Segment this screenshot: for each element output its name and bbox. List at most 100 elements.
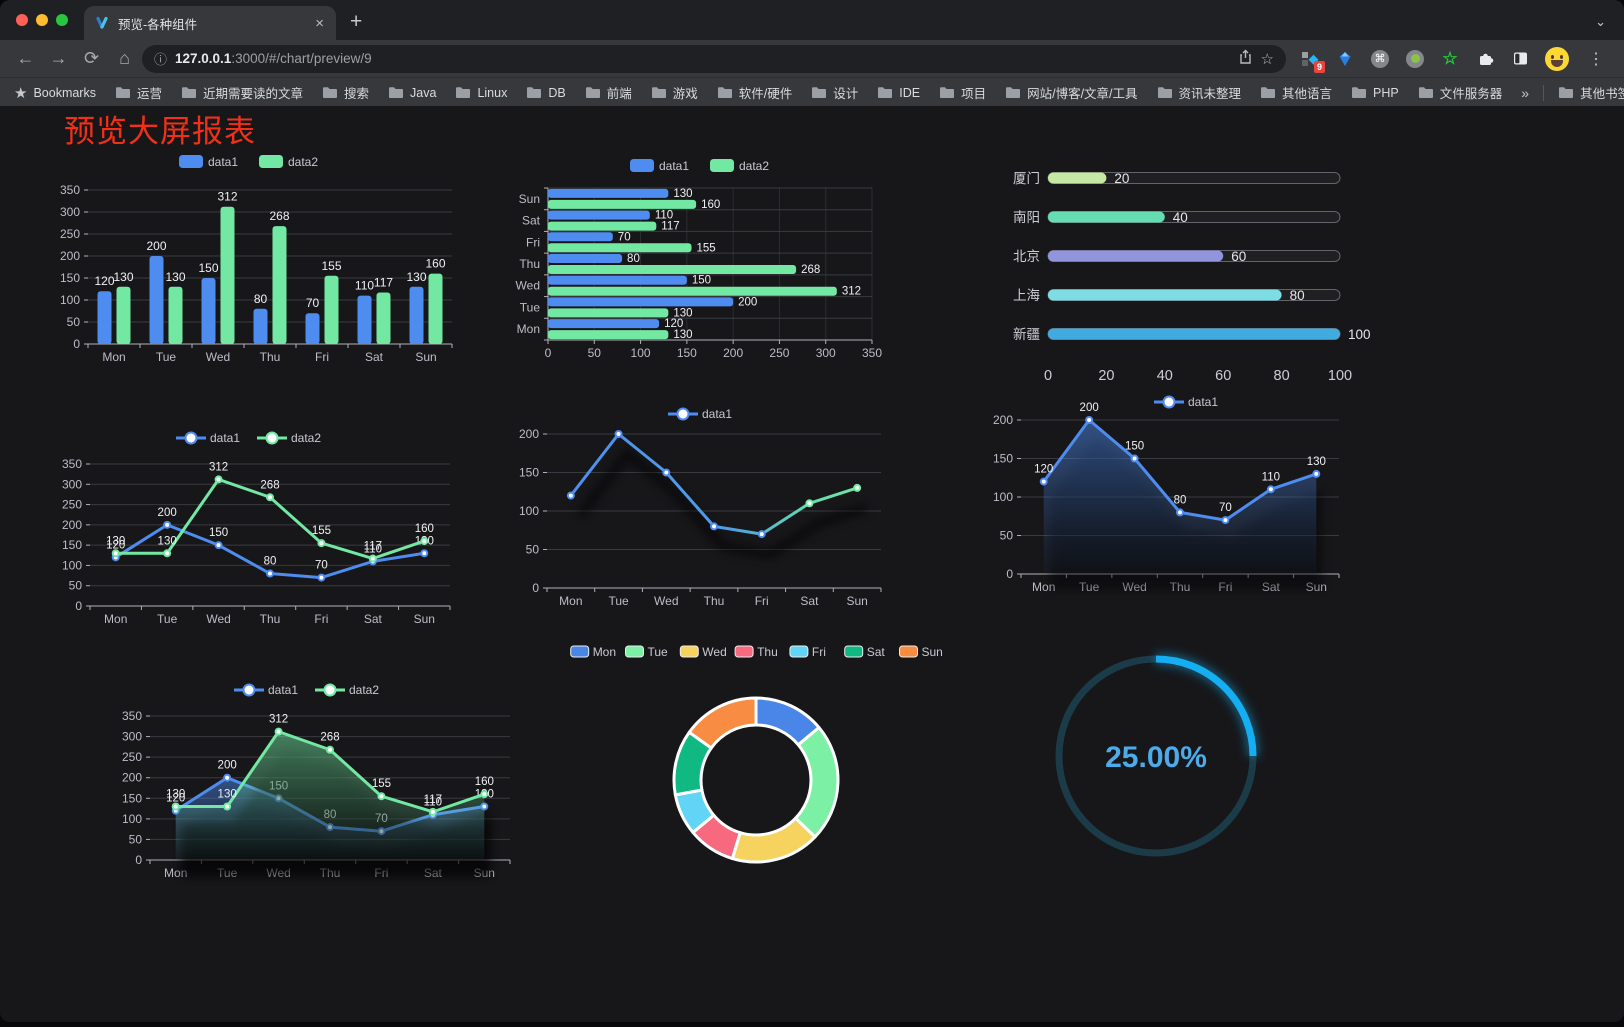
forward-button[interactable]: → <box>49 48 68 68</box>
bookmark-folder[interactable]: 近期需要读的文章 <box>181 83 303 102</box>
svg-text:250: 250 <box>62 498 82 512</box>
svg-text:Wed: Wed <box>516 279 540 293</box>
legend-item[interactable]: data1 <box>176 431 240 445</box>
legend-item[interactable]: data1 <box>179 155 238 169</box>
bookmarks-manager[interactable]: ★ Bookmarks <box>14 84 96 102</box>
sidebar-toggle-icon[interactable] <box>1510 49 1530 69</box>
bar <box>324 275 339 344</box>
bookmark-folder[interactable]: 搜索 <box>322 83 369 102</box>
site-info-icon[interactable]: ⓘ <box>154 52 168 67</box>
menu-icon[interactable]: ⋮ <box>1588 50 1604 68</box>
address-bar[interactable]: ⓘ 127.0.0.1:3000/#/chart/preview/9 ☆ <box>142 44 1286 73</box>
data-point <box>662 468 671 477</box>
ext-puzzle-icon[interactable] <box>1475 49 1495 69</box>
svg-text:155: 155 <box>321 259 341 273</box>
svg-text:100: 100 <box>1328 368 1352 384</box>
svg-text:Mon: Mon <box>593 645 616 659</box>
svg-text:120: 120 <box>106 539 125 551</box>
bookmark-folder[interactable]: DB <box>526 83 566 102</box>
window-close-button[interactable] <box>16 14 28 26</box>
svg-text:Thu: Thu <box>260 350 281 364</box>
svg-text:Wed: Wed <box>206 612 230 626</box>
svg-text:Sat: Sat <box>867 645 886 659</box>
ext-gem-icon[interactable] <box>1335 49 1355 69</box>
svg-text:150: 150 <box>1125 441 1144 453</box>
svg-text:70: 70 <box>306 296 320 310</box>
legend-item[interactable]: data1 <box>234 683 298 697</box>
bookmark-folder[interactable]: 运营 <box>115 83 162 102</box>
bar <box>305 313 320 344</box>
bookmarks-overflow-button[interactable]: » <box>1521 84 1530 101</box>
svg-text:60: 60 <box>1231 249 1246 264</box>
legend-item[interactable]: data2 <box>257 431 321 445</box>
bookmark-folder[interactable]: 项目 <box>939 83 986 102</box>
legend-item[interactable]: data2 <box>315 683 379 697</box>
other-bookmarks-folder[interactable]: 其他书签 <box>1558 83 1624 102</box>
ext-command-icon[interactable]: ⌘ <box>1370 49 1390 69</box>
ext-star-icon[interactable]: ☆ <box>1442 48 1458 68</box>
bookmark-folder[interactable]: 游戏 <box>651 83 698 102</box>
legend-item[interactable]: Fri <box>789 645 826 659</box>
bookmark-star-icon[interactable]: ☆ <box>1260 50 1274 68</box>
bookmark-folder[interactable]: Java <box>388 83 436 102</box>
svg-text:data2: data2 <box>349 683 379 697</box>
svg-text:Mon: Mon <box>104 612 127 626</box>
reload-button[interactable]: ⟳ <box>83 48 100 68</box>
bookmark-folder[interactable]: 前端 <box>585 83 632 102</box>
data-point <box>710 522 718 531</box>
new-tab-button[interactable]: + <box>350 10 363 33</box>
legend-item[interactable]: Thu <box>734 645 778 659</box>
svg-text:Thu: Thu <box>757 645 778 659</box>
browser-tab[interactable]: 预览-各种组件 × <box>84 6 336 40</box>
window-zoom-button[interactable] <box>56 14 68 26</box>
svg-text:100: 100 <box>62 558 82 572</box>
share-icon[interactable] <box>1238 49 1253 69</box>
legend-item[interactable]: Sat <box>844 645 886 659</box>
folder-icon <box>940 87 955 98</box>
back-button[interactable]: ← <box>16 48 35 68</box>
profile-avatar[interactable] <box>1545 46 1569 71</box>
legend-item[interactable]: data2 <box>710 159 769 173</box>
svg-text:厦门: 厦门 <box>1013 171 1040 186</box>
bookmark-folder[interactable]: 资讯未整理 <box>1157 83 1241 102</box>
progress-fill <box>1048 172 1107 184</box>
svg-text:Sat: Sat <box>364 612 383 626</box>
bookmark-folder[interactable]: IDE <box>877 83 920 102</box>
data-point <box>223 773 232 782</box>
pie-slice-wed[interactable] <box>730 816 817 864</box>
window-minimize-button[interactable] <box>36 14 48 26</box>
data-point <box>428 807 437 816</box>
legend-item[interactable]: Tue <box>625 645 669 659</box>
svg-text:50: 50 <box>1000 529 1014 543</box>
svg-text:130: 130 <box>673 329 692 341</box>
bar <box>548 330 669 340</box>
legend-item[interactable]: data2 <box>259 155 318 169</box>
ext-record-icon[interactable] <box>1405 49 1425 69</box>
pie-slice-sun[interactable] <box>687 696 758 750</box>
bookmark-folder[interactable]: 文件服务器 <box>1418 83 1502 102</box>
pie-slice-tue[interactable] <box>794 726 840 839</box>
bookmark-folder[interactable]: 设计 <box>811 83 858 102</box>
legend-item[interactable]: Mon <box>570 645 616 659</box>
tab-overflow-chevron-icon[interactable]: ⌄ <box>1595 14 1606 29</box>
chart-svg-bar-vertical: data1 data2 0 50 100 150 200 250 300 350 Mon Tue Wed… <box>60 155 453 364</box>
tab-close-icon[interactable]: × <box>315 14 324 32</box>
home-button[interactable]: ⌂ <box>119 48 130 68</box>
bookmark-folder[interactable]: 网站/博客/文章/工具 <box>1005 83 1138 102</box>
svg-text:80: 80 <box>1290 288 1305 303</box>
svg-text:130: 130 <box>218 789 237 801</box>
bookmark-folder[interactable]: 其他语言 <box>1260 83 1332 102</box>
legend-item[interactable]: Wed <box>679 645 727 659</box>
bookmark-folder[interactable]: 软件/硬件 <box>717 83 792 102</box>
legend-item[interactable]: data1 <box>1154 395 1218 409</box>
svg-text:150: 150 <box>198 261 218 275</box>
data-point <box>566 491 575 500</box>
legend-item[interactable]: data1 <box>630 159 689 173</box>
legend-item[interactable]: data1 <box>668 407 732 421</box>
bookmark-folder[interactable]: Linux <box>455 83 507 102</box>
bookmark-folder[interactable]: PHP <box>1351 83 1399 102</box>
legend-item[interactable]: Sun <box>899 645 943 659</box>
ext-blocks-icon[interactable]: 9 <box>1300 49 1325 73</box>
svg-text:Mon: Mon <box>517 322 540 336</box>
